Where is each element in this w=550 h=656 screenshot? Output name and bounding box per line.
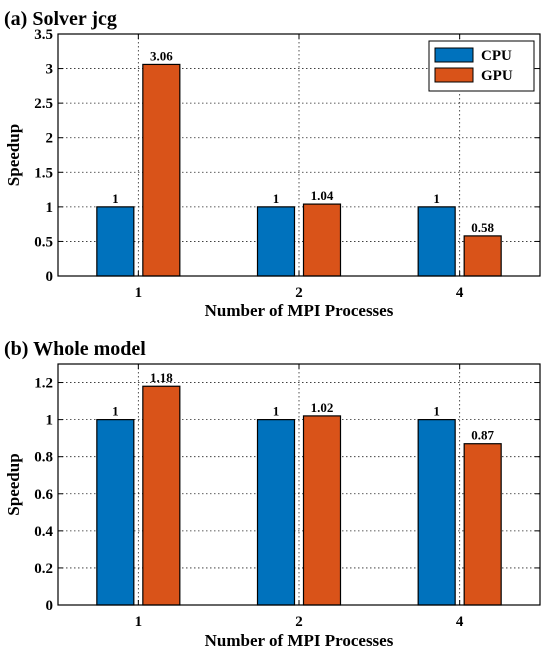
y-tick-label: 0.4: [34, 524, 53, 540]
y-tick-label: 1: [46, 200, 54, 216]
data-label: 1: [433, 404, 440, 419]
x-tick-label: 4: [456, 285, 464, 301]
y-tick-label: 1: [46, 413, 54, 429]
data-label: 1: [273, 404, 280, 419]
data-label: 1: [433, 191, 440, 206]
chart-title: (a) Solver jcg: [4, 8, 117, 30]
chart-a: 1 1 1 3.06 1.04 0.58 0 0.5 1 1.5 2 2.5 3 3.5 1 2 4 (a) So…: [4, 8, 541, 320]
x-axis-label: Number of MPI Processes: [205, 301, 394, 320]
data-label: 0.87: [471, 428, 494, 443]
x-axis-label: Number of MPI Processes: [205, 631, 394, 650]
cpu-bar: [256, 206, 296, 277]
data-label: 1.18: [150, 370, 173, 385]
y-tick-label: 0.8: [34, 450, 53, 466]
cpu-bar: [256, 419, 296, 606]
y-tick-label: 3: [46, 62, 54, 78]
data-label: 1: [273, 191, 280, 206]
y-tick-label: 1.2: [34, 376, 53, 392]
cpu-bar: [417, 419, 456, 606]
legend-label-gpu: GPU: [481, 68, 513, 84]
cpu-bar: [96, 206, 135, 277]
chart-b: 1 1 1 1.18 1.02 0.87 0 0.2 0.4 0.6 0.8 1 1.2 1 2 4 (b) W…: [4, 338, 541, 650]
cpu-bar: [96, 419, 135, 606]
cpu-bar: [417, 206, 456, 277]
legend-swatch-gpu: [434, 67, 474, 83]
y-tick-label: 2: [46, 131, 54, 147]
y-tick-label: 0.2: [34, 561, 53, 577]
y-tick-label: 0: [46, 269, 54, 285]
gpu-bar: [142, 385, 181, 606]
data-label: 1.02: [311, 400, 334, 415]
legend-swatch-cpu: [434, 47, 474, 63]
data-label: 3.06: [150, 48, 173, 63]
x-tick-label: 2: [295, 614, 303, 630]
data-label: 1: [112, 191, 119, 206]
x-tick-label: 4: [456, 614, 464, 630]
data-label: 1.04: [311, 188, 334, 203]
y-tick-label: 1.5: [34, 165, 53, 181]
legend: CPU GPU: [428, 40, 535, 92]
y-axis-label: Speedup: [4, 124, 23, 186]
gpu-bar: [302, 415, 342, 606]
gpu-bar: [463, 443, 502, 606]
gpu-bar: [302, 203, 342, 277]
gpu-bar: [463, 235, 502, 277]
legend-label-cpu: CPU: [481, 48, 512, 64]
y-tick-label: 2.5: [34, 96, 53, 112]
x-tick-label: 1: [135, 285, 143, 301]
chart-title: (b) Whole model: [4, 338, 146, 360]
x-tick-label: 1: [135, 614, 143, 630]
gpu-bar: [142, 63, 181, 277]
data-label: 1: [112, 404, 119, 419]
x-tick-label: 2: [295, 285, 303, 301]
y-tick-label: 0: [46, 598, 54, 614]
y-tick-label: 3.5: [34, 27, 53, 43]
y-axis-label: Speedup: [4, 453, 23, 515]
data-label: 0.58: [471, 220, 494, 235]
y-tick-label: 0.5: [34, 234, 53, 250]
y-tick-label: 0.6: [34, 487, 53, 503]
